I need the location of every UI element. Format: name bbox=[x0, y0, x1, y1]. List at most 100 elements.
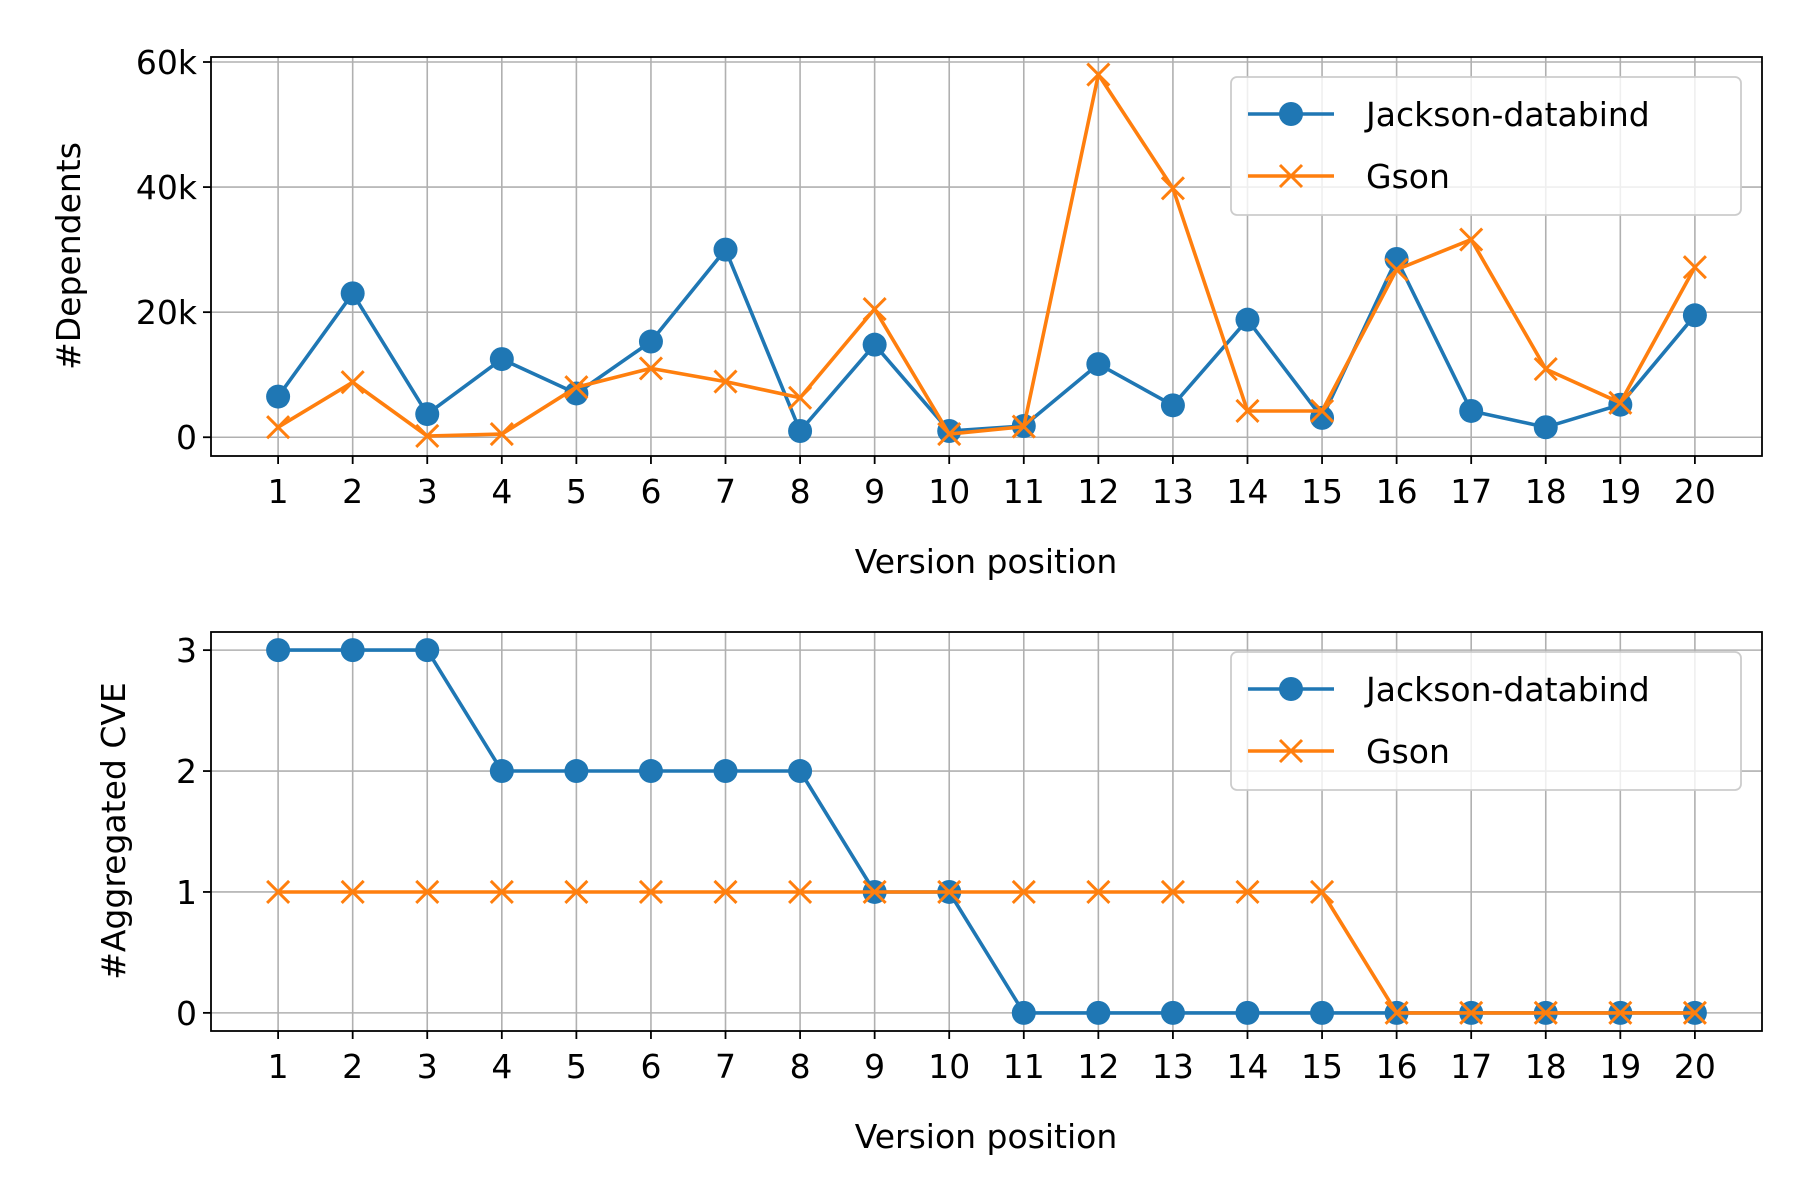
dependents-jackson-point bbox=[1086, 352, 1111, 377]
dependents-y-tick-label: 60k bbox=[136, 43, 198, 82]
dependents-x-tick-label: 16 bbox=[1376, 472, 1418, 511]
cve-gson-point bbox=[1384, 1000, 1409, 1025]
cve-x-tick-label: 4 bbox=[491, 1047, 512, 1086]
dependents-gson-point bbox=[266, 415, 291, 440]
cve-x-tick-label: 11 bbox=[1003, 1047, 1045, 1086]
dependents-series bbox=[266, 62, 1707, 449]
dependents-x-tick-label: 2 bbox=[342, 472, 363, 511]
cve-x-tick-label: 16 bbox=[1376, 1047, 1418, 1086]
cve-gson-point bbox=[415, 879, 440, 905]
dependents-x-tick-label: 1 bbox=[268, 472, 289, 511]
dependents-jackson-point bbox=[1160, 393, 1185, 418]
dependents-jackson-point bbox=[1533, 415, 1558, 440]
cve-jackson-point bbox=[638, 759, 663, 784]
cve-x-tick-label: 10 bbox=[928, 1047, 970, 1086]
dependents-gson-point bbox=[1086, 62, 1111, 87]
dependents-x-axis-label: Version position bbox=[855, 542, 1118, 581]
dependents-gson-point bbox=[1235, 398, 1260, 424]
cve-jackson-point bbox=[1310, 1000, 1335, 1025]
dependents-jackson-line bbox=[276, 247, 1697, 433]
cve-y-axis-label: #Aggregated CVE bbox=[94, 682, 133, 980]
dependents-x-tick-label: 17 bbox=[1450, 472, 1492, 511]
dependents-legend-box bbox=[1230, 76, 1742, 216]
cve-y-tick-label: 1 bbox=[176, 873, 197, 912]
dependents-gson-point bbox=[340, 370, 365, 395]
cve-x-tick-label: 1 bbox=[268, 1047, 289, 1086]
dependents-gson-point bbox=[1011, 414, 1036, 439]
cve-gson-point bbox=[1533, 1000, 1558, 1025]
cve-gson-point bbox=[788, 879, 813, 905]
cve-x-tick-label: 15 bbox=[1301, 1047, 1343, 1086]
dependents-legend: Jackson-databind Gson bbox=[1230, 76, 1742, 216]
dependents-x-tick-label: 10 bbox=[928, 472, 970, 511]
cve-x-tick-label: 20 bbox=[1674, 1047, 1716, 1086]
dependents-x-tick-label: 14 bbox=[1226, 472, 1268, 511]
dependents-jackson-point bbox=[489, 347, 514, 372]
cve-gson-point bbox=[1235, 879, 1260, 905]
dependents-x-ticks: 1 2 3 4 5 6 7 8 9 10 11 12 13 14 15 16 17 18 19 20 bbox=[268, 456, 1716, 511]
cve-gson-point bbox=[1011, 879, 1036, 905]
legend-gson-marker bbox=[1278, 163, 1304, 189]
cve-x-ticks: 1 2 3 4 5 6 7 8 9 10 11 12 13 14 15 16 17 18 19 20 bbox=[268, 1031, 1716, 1086]
cve-jackson-point bbox=[564, 759, 589, 784]
cve-gson-line bbox=[278, 890, 1695, 1015]
dependents-gson-line bbox=[277, 72, 1697, 438]
cve-jackson-point bbox=[1235, 1000, 1260, 1025]
cve-x-tick-label: 5 bbox=[566, 1047, 587, 1086]
dependents-jackson-point bbox=[340, 281, 365, 306]
legend-gson-label: Gson bbox=[1366, 157, 1450, 196]
cve-plot-frame bbox=[210, 631, 1763, 1032]
legend-jackson-marker bbox=[1279, 102, 1303, 126]
cve-gson-point bbox=[489, 879, 514, 905]
cve-gson-point bbox=[266, 879, 291, 905]
cve-y-tick-label: 3 bbox=[176, 631, 197, 670]
cve-x-tick-label: 12 bbox=[1077, 1047, 1119, 1086]
dependents-gson-point bbox=[1682, 255, 1707, 280]
dependents-x-tick-label: 11 bbox=[1003, 472, 1045, 511]
cve-x-tick-label: 2 bbox=[342, 1047, 363, 1086]
dependents-gson-point bbox=[937, 422, 962, 447]
cve-y-tick-label: 2 bbox=[176, 752, 197, 791]
dependents-x-tick-label: 12 bbox=[1077, 472, 1119, 511]
dependents-gson-point bbox=[713, 369, 738, 394]
cve-x-tick-label: 19 bbox=[1599, 1047, 1641, 1086]
legend-gson-label: Gson bbox=[1366, 732, 1450, 771]
cve-gson-point bbox=[1309, 879, 1335, 905]
dependents-gson-point bbox=[1309, 398, 1335, 424]
legend-jackson-label: Jackson-databind bbox=[1364, 95, 1650, 134]
dependents-x-tick-label: 13 bbox=[1152, 472, 1194, 511]
dependents-plot-frame bbox=[210, 56, 1763, 457]
dependents-y-tick-label: 20k bbox=[136, 293, 198, 332]
cve-gson-point bbox=[1160, 879, 1185, 905]
dependents-y-axis-label: #Dependents bbox=[49, 142, 88, 370]
cve-x-tick-label: 18 bbox=[1525, 1047, 1567, 1086]
cve-x-tick-label: 17 bbox=[1450, 1047, 1492, 1086]
dependents-gson-point bbox=[564, 375, 589, 400]
legend-jackson-marker bbox=[1279, 677, 1303, 701]
cve-jackson-point bbox=[266, 638, 291, 663]
cve-jackson-point bbox=[788, 759, 813, 784]
dependents-jackson-point bbox=[713, 237, 738, 262]
dependents-jackson-point bbox=[788, 418, 813, 443]
cve-gson-point bbox=[937, 879, 962, 905]
cve-jackson-point bbox=[415, 638, 440, 663]
dependents-gson-point bbox=[1459, 227, 1484, 252]
dependents-jackson-point bbox=[266, 384, 291, 409]
dependents-gson-point bbox=[1160, 176, 1185, 201]
dependents-y-tick-label: 40k bbox=[136, 168, 198, 207]
dependents-x-tick-label: 18 bbox=[1525, 472, 1567, 511]
dependents-jackson-point bbox=[1459, 398, 1484, 423]
cve-gson-point bbox=[713, 879, 738, 905]
dependents-jackson-point bbox=[1235, 307, 1260, 332]
cve-gson-point bbox=[564, 879, 589, 905]
dependents-jackson-point bbox=[415, 402, 440, 427]
dependents-gson-point bbox=[1384, 257, 1409, 282]
cve-jackson-point bbox=[1160, 1000, 1185, 1025]
cve-jackson-point bbox=[489, 759, 514, 784]
cve-jackson-point bbox=[713, 759, 738, 784]
cve-x-axis-label: Version position bbox=[855, 1117, 1118, 1156]
dependents-y-tick-label: 0 bbox=[176, 418, 197, 457]
dependents-x-tick-label: 6 bbox=[640, 472, 661, 511]
